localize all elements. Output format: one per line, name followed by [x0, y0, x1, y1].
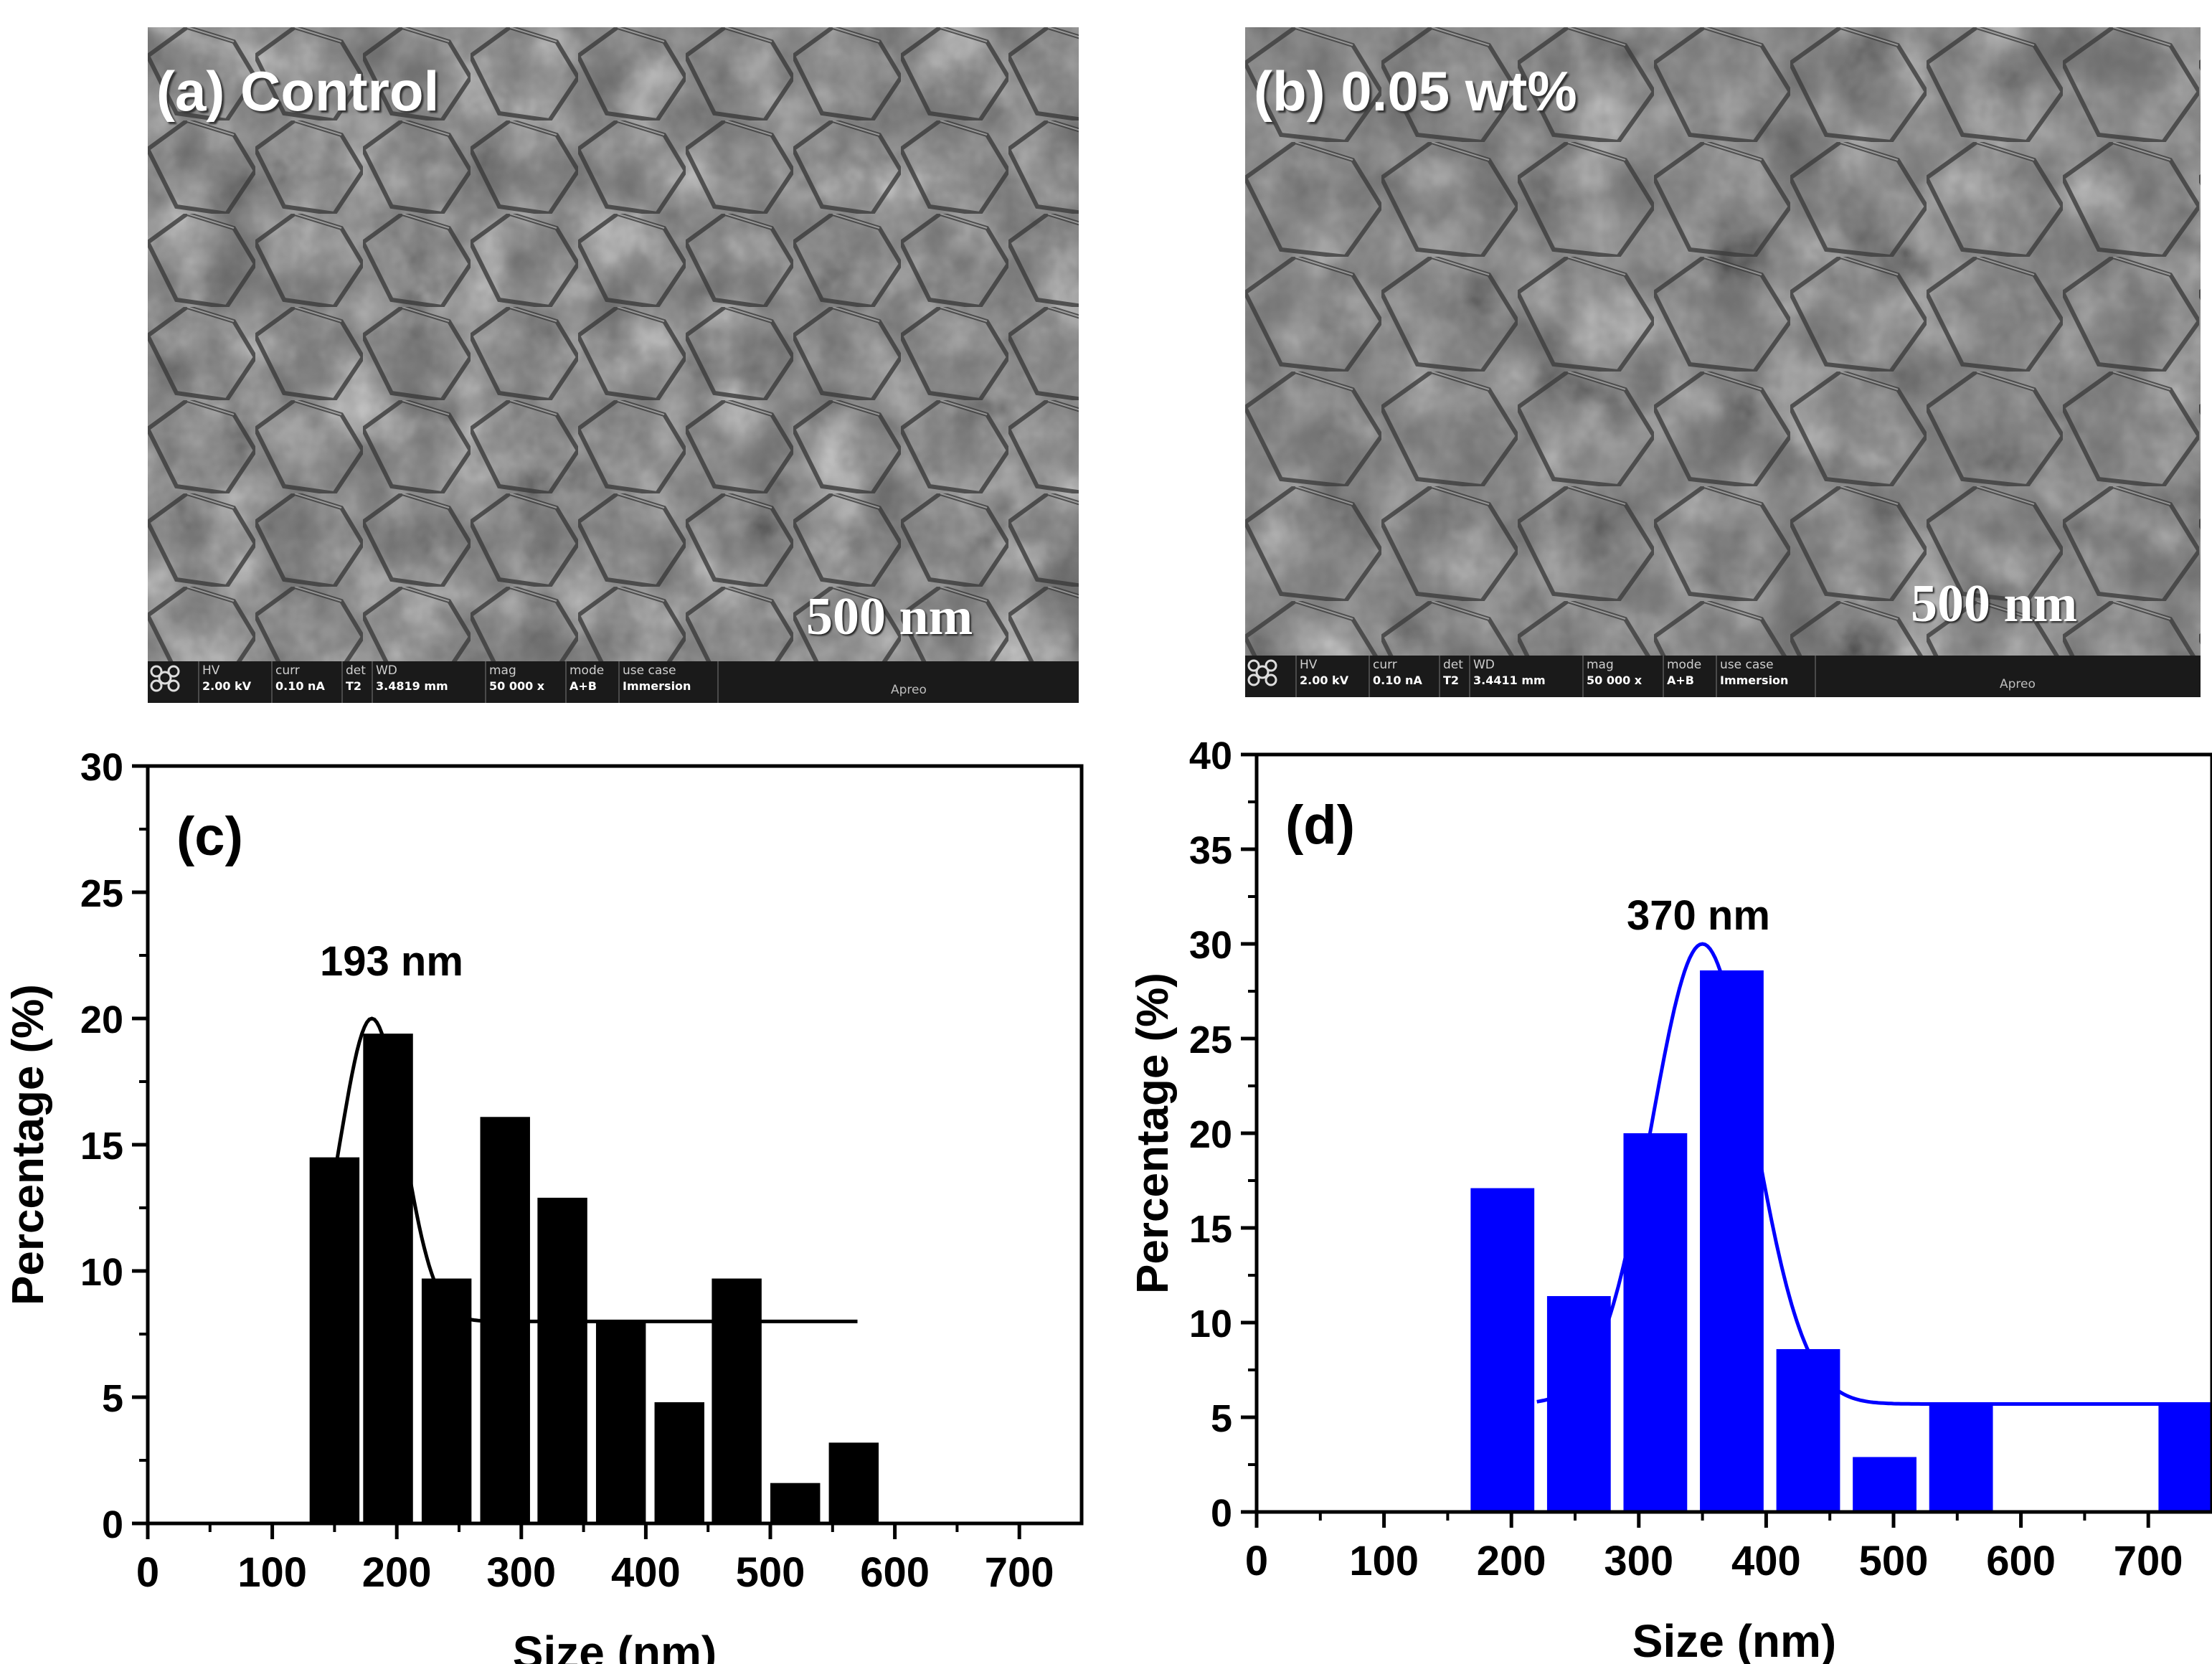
x-tick-label: 200 [362, 1549, 432, 1596]
histogram-bar [1776, 1348, 1840, 1512]
usecase-field: use case Immersion [623, 663, 691, 693]
histogram-bar [654, 1402, 704, 1523]
x-tick-label: 400 [1731, 1538, 1801, 1584]
histogram-bar [421, 1278, 472, 1523]
x-tick-label: 700 [2114, 1538, 2183, 1584]
y-tick-label: 10 [80, 1251, 123, 1294]
x-tick-label: 700 [985, 1549, 1054, 1596]
x-tick-label: 600 [860, 1549, 930, 1596]
y-tick-label: 0 [102, 1503, 123, 1546]
histogram-bar [1546, 1296, 1611, 1512]
histogram-005wt: 0 100 200 300 400 500 600 700 0 5 10 15 20 25 30 35 40 Si… [1128, 734, 2212, 1664]
y-tick-label: 25 [1189, 1018, 1232, 1062]
x-tick-label: 0 [1245, 1538, 1268, 1584]
histogram-bar [363, 1034, 413, 1523]
curr-field: curr 0.10 nA [1373, 658, 1422, 687]
hv-field: HV 2.00 kV [202, 663, 252, 693]
instrument-name: Apreo [2000, 677, 2036, 691]
fei-logo-icon [1247, 659, 1277, 686]
y-tick-label: 20 [1189, 1113, 1232, 1156]
gaussian-fit-line [332, 1016, 858, 1323]
y-tick-label: 30 [80, 746, 123, 789]
sem-databar: HV 2.00 kV curr 0.10 nA det T2 WD 3.4411 mm … [1245, 656, 2201, 697]
panel-label-a: (a) Control [156, 60, 440, 123]
y-tick-label: 15 [80, 1125, 123, 1168]
instrument-name: Apreo [891, 683, 927, 697]
y-tick-label: 40 [1189, 734, 1232, 777]
sem-image-005wt: (b) 0.05 wt% 500 nm HV 2.00 kV curr 0.10 n… [1245, 27, 2201, 697]
x-tick-label: 600 [1986, 1538, 2056, 1584]
y-tick-label: 5 [102, 1377, 123, 1420]
x-tick-label: 200 [1477, 1538, 1546, 1584]
sem-grain-texture [148, 27, 1079, 703]
x-tick-label: 100 [1349, 1538, 1419, 1584]
histogram-control: 0 100 200 300 400 500 600 700 0 5 10 15 20 25 30 Size (… [4, 746, 1084, 1664]
histogram-bar [1700, 970, 1764, 1512]
x-tick-label: 0 [136, 1549, 159, 1596]
x-tick-label: 300 [1604, 1538, 1673, 1584]
histogram-bar [770, 1483, 821, 1523]
sem-image-control: (a) Control 500 nm HV 2.00 kV curr 0.10 nA… [148, 27, 1079, 703]
sem-databar: HV 2.00 kV curr 0.10 nA det T2 WD 3.4819 mm … [148, 661, 1079, 703]
fei-logo-icon [150, 665, 180, 692]
wd-field: WD 3.4411 mm [1473, 658, 1546, 687]
histogram-bar [595, 1321, 646, 1523]
x-tick-label: 500 [1859, 1538, 1929, 1584]
panel-label: (c) [176, 806, 243, 867]
histogram-bar [828, 1442, 879, 1523]
curr-field: curr 0.10 nA [275, 663, 325, 693]
histogram-bar [712, 1278, 762, 1523]
y-tick-label: 25 [80, 872, 123, 915]
y-tick-label: 30 [1189, 924, 1232, 967]
x-axis-label: Size (nm) [513, 1627, 717, 1664]
x-tick-label: 100 [237, 1549, 307, 1596]
histogram-bar [537, 1197, 587, 1523]
y-tick-label: 20 [80, 998, 123, 1041]
x-axis-label: Size (nm) [1632, 1615, 1836, 1664]
histogram-bar [309, 1157, 360, 1523]
x-tick-label: 500 [736, 1549, 805, 1596]
y-tick-label: 15 [1189, 1208, 1232, 1251]
peak-annotation: 193 nm [320, 938, 463, 985]
usecase-field: use case Immersion [1720, 658, 1789, 687]
x-tick-label: 300 [486, 1549, 556, 1596]
mag-field: mag 50 000 x [489, 663, 545, 693]
wd-field: WD 3.4819 mm [376, 663, 448, 693]
histogram-bar [1470, 1188, 1535, 1512]
scale-bar-label: 500 nm [1911, 575, 2078, 633]
mode-field: mode A+B [1667, 658, 1702, 687]
panel-label-b: (b) 0.05 wt% [1254, 60, 1577, 123]
peak-annotation: 370 nm [1627, 892, 1770, 939]
det-field: det T2 [346, 663, 366, 693]
x-tick-label: 400 [611, 1549, 681, 1596]
y-tick-label: 35 [1189, 829, 1232, 872]
histogram-bar [1853, 1457, 1916, 1512]
det-field: det T2 [1443, 658, 1463, 687]
histogram-bar [1929, 1404, 1993, 1512]
mag-field: mag 50 000 x [1587, 658, 1643, 687]
y-tick-label: 5 [1211, 1397, 1232, 1440]
histogram-bar [1623, 1133, 1688, 1512]
mode-field: mode A+B [569, 663, 605, 693]
gaussian-fit-line [1536, 942, 2212, 1406]
y-axis-label: Percentage (%) [1128, 973, 1178, 1294]
scale-bar-label: 500 nm [806, 587, 973, 646]
panel-label: (d) [1285, 795, 1355, 856]
sem-grain-texture [1245, 27, 2201, 697]
y-tick-label: 0 [1211, 1492, 1232, 1535]
hv-field: HV 2.00 kV [1300, 658, 1349, 687]
y-tick-label: 10 [1189, 1303, 1232, 1346]
histogram-bar [2158, 1404, 2212, 1512]
y-axis-label: Percentage (%) [4, 984, 53, 1305]
